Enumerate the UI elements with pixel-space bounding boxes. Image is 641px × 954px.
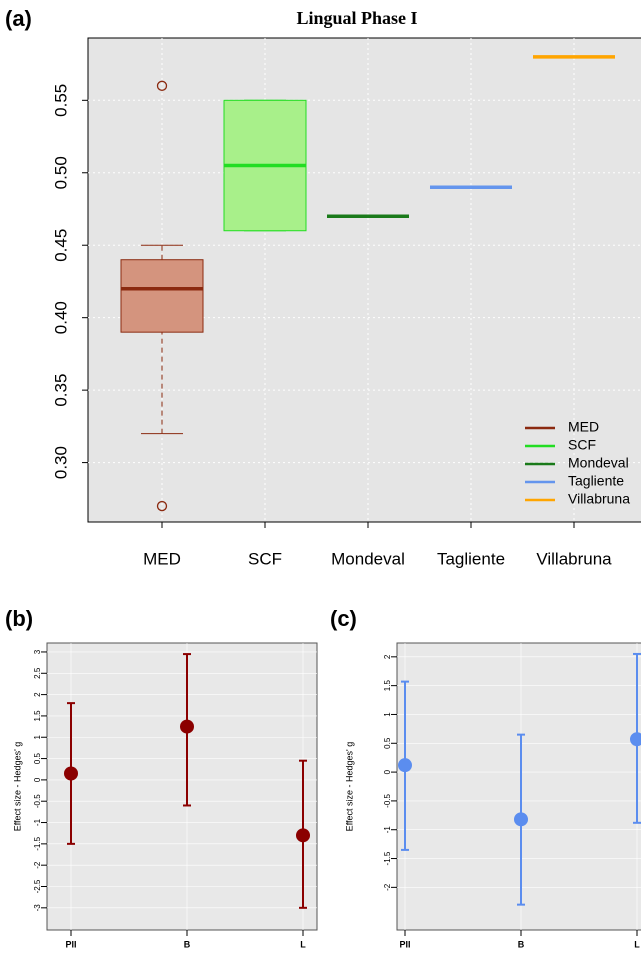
y-tick-label: -0.5 xyxy=(383,793,392,807)
panel-label: (b) xyxy=(5,606,33,631)
x-tick-label: Tagliente xyxy=(437,549,505,568)
point xyxy=(296,828,310,843)
y-tick-label: 1 xyxy=(33,734,42,739)
legend-label: SCF xyxy=(568,437,596,453)
point xyxy=(398,758,412,773)
y-tick-label: 1.5 xyxy=(33,710,42,722)
plot-area-c xyxy=(396,642,641,931)
point xyxy=(180,719,194,734)
x-tick-label: L xyxy=(634,939,640,949)
y-tick-label: -2.5 xyxy=(33,879,42,893)
legend-label: Villabruna xyxy=(568,491,630,507)
outlier xyxy=(156,80,168,91)
y-tick-label: 0.35 xyxy=(51,374,70,407)
x-tick-label: SCF xyxy=(248,549,282,568)
plot-area-b xyxy=(46,642,318,931)
x-tick-label: MED xyxy=(143,549,181,568)
y-tick-label: 1.5 xyxy=(383,680,392,692)
x-tick-label: Mondeval xyxy=(331,549,405,568)
y-tick-label: 0.55 xyxy=(51,84,70,117)
y-tick-label: 0.5 xyxy=(33,752,42,764)
y-tick-label: 0.30 xyxy=(51,446,70,479)
point xyxy=(514,812,528,827)
y-tick-label: 1 xyxy=(383,712,392,717)
y-tick-label: 0.5 xyxy=(383,737,392,749)
legend-label: Tagliente xyxy=(568,473,624,489)
panel-label: (a) xyxy=(5,6,32,31)
x-tick-label: Villabruna xyxy=(536,549,612,568)
y-tick-label: 0.40 xyxy=(51,301,70,334)
y-tick-label: 0.50 xyxy=(51,156,70,189)
point xyxy=(64,766,78,781)
y-tick-label: -1 xyxy=(383,826,392,834)
y-tick-label: -1.5 xyxy=(33,836,42,850)
y-tick-label: -0.5 xyxy=(33,794,42,808)
y-tick-label: 2 xyxy=(33,692,42,697)
x-tick-label: B xyxy=(184,939,191,949)
box xyxy=(120,259,204,333)
x-tick-label: PII xyxy=(65,939,76,949)
y-tick-label: -2 xyxy=(383,883,392,891)
y-tick-label: 0.45 xyxy=(51,229,70,262)
y-tick-label: -3 xyxy=(33,904,42,912)
legend-label: Mondeval xyxy=(568,455,629,471)
y-axis-label: Effect size - Hedges' g xyxy=(12,742,22,832)
y-tick-label: 0 xyxy=(33,777,42,782)
y-axis-label: Effect size - Hedges' g xyxy=(344,742,354,832)
panel-label: (c) xyxy=(330,606,357,631)
x-tick-label: B xyxy=(518,939,525,949)
point xyxy=(630,732,641,747)
y-tick-label: 3 xyxy=(33,649,42,654)
x-tick-label: L xyxy=(300,939,306,949)
legend-label: MED xyxy=(568,419,599,435)
y-tick-label: -2 xyxy=(33,861,42,869)
x-tick-label: PII xyxy=(399,939,410,949)
outlier xyxy=(156,500,168,512)
y-tick-label: -1.5 xyxy=(383,851,392,865)
y-tick-label: -1 xyxy=(33,818,42,826)
chart-title: Lingual Phase I xyxy=(296,8,417,28)
y-tick-label: 2.5 xyxy=(33,667,42,679)
y-tick-label: 2 xyxy=(383,654,392,659)
y-tick-label: 0 xyxy=(383,769,392,774)
